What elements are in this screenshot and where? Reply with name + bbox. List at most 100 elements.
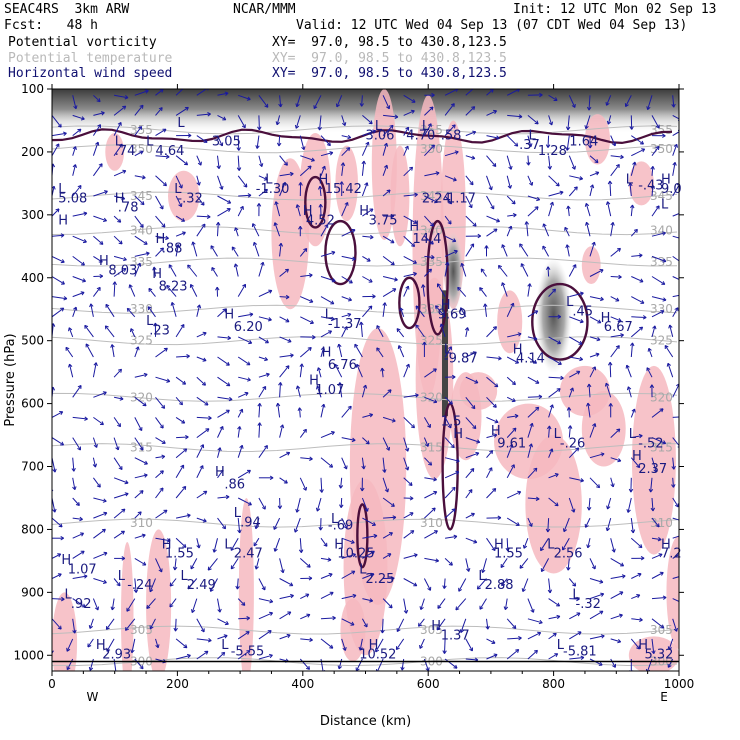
wind-vector xyxy=(672,235,679,239)
wind-vector-head xyxy=(472,222,477,227)
wind-vector xyxy=(113,105,127,116)
wind-vector-head xyxy=(454,150,459,155)
wind-vector xyxy=(168,264,177,277)
extremum-value: 4.70 xyxy=(406,128,435,143)
field-name-pv: Potential vorticity xyxy=(8,35,157,50)
wind-vector xyxy=(395,638,405,650)
wind-vector-head xyxy=(68,327,73,332)
wind-vector xyxy=(548,201,554,217)
wind-vector xyxy=(217,208,231,217)
pv-shaded-area xyxy=(335,145,358,222)
wind-vector-head xyxy=(538,619,543,625)
wind-vector-head xyxy=(481,569,486,573)
wind-vector xyxy=(176,436,189,439)
wind-vector xyxy=(403,598,407,614)
wind-vector-head xyxy=(185,434,189,440)
wind-vector-head xyxy=(196,544,201,549)
wind-vector xyxy=(341,229,356,237)
wind-vector-head xyxy=(269,475,274,481)
wind-vector-head xyxy=(578,340,583,345)
wind-vector xyxy=(134,457,148,465)
wind-vector-head xyxy=(436,626,441,631)
pv-shaded-area xyxy=(666,535,679,649)
wind-vector-head xyxy=(143,240,148,245)
wind-vector xyxy=(610,248,621,257)
wind-vector-head xyxy=(83,574,88,579)
wind-vector xyxy=(341,296,352,301)
extremum-value: 3.06 xyxy=(366,128,395,143)
wind-vector-head xyxy=(615,297,620,302)
wind-vector-head xyxy=(219,185,224,190)
wind-vector xyxy=(465,243,475,257)
wind-vector-head xyxy=(562,528,568,533)
wind-vector xyxy=(175,638,188,649)
wind-vector-head xyxy=(667,663,672,668)
isentrope-label: 330 xyxy=(130,302,153,316)
wind-vector-head xyxy=(557,340,562,345)
wind-vector xyxy=(361,457,365,470)
wind-vector-head xyxy=(383,142,389,147)
wind-vector xyxy=(111,344,115,358)
wind-vector-head xyxy=(646,106,651,110)
wind-vector-head xyxy=(640,555,645,561)
isentrope-label: 320 xyxy=(420,390,443,404)
field-xy-theta: XY= 97.0, 98.5 to 430.8,123.5 xyxy=(272,51,507,66)
wind-vector-head xyxy=(334,363,339,368)
wind-vector-head xyxy=(137,511,142,516)
wind-vector-head xyxy=(295,385,301,390)
wind-vector xyxy=(52,234,65,237)
wind-vector-head xyxy=(471,155,476,160)
wind-vector xyxy=(299,477,307,491)
wind-vector xyxy=(651,517,660,528)
wind-vector-head xyxy=(671,103,676,108)
wind-vector-head xyxy=(628,488,634,493)
wind-vector-head xyxy=(202,518,207,523)
wind-vector-head xyxy=(421,284,426,289)
valid-time: Valid: 12 UTC Wed 04 Sep 13 (07 CDT Wed … xyxy=(296,18,688,33)
wind-vector-head xyxy=(265,339,269,344)
wind-vector xyxy=(527,356,537,364)
wind-vector-head xyxy=(262,385,267,390)
wind-vector xyxy=(299,658,310,670)
wind-vector xyxy=(486,135,500,139)
wind-vector-head xyxy=(624,103,629,108)
wind-vector-head xyxy=(61,280,65,285)
wind-vector xyxy=(196,538,200,549)
wind-vector-head xyxy=(571,103,576,108)
wind-vector xyxy=(72,550,85,559)
wind-vector-head xyxy=(283,479,288,484)
wind-vector xyxy=(403,235,415,247)
wind-vector-head xyxy=(607,361,613,366)
wind-vector-head xyxy=(518,114,523,119)
wind-vector xyxy=(176,355,190,358)
wind-vector xyxy=(415,324,425,338)
wind-vector-head xyxy=(387,389,392,394)
wind-vector-head xyxy=(159,424,164,429)
wind-vector xyxy=(296,204,301,217)
wind-vector xyxy=(631,296,645,304)
extremum-marker: L xyxy=(566,295,574,310)
wind-vector xyxy=(498,265,508,277)
pv-contour xyxy=(52,128,673,145)
wind-vector xyxy=(667,363,674,378)
wind-vector-head xyxy=(269,599,274,604)
wind-vector-head xyxy=(564,226,569,231)
wind-vector-head xyxy=(427,586,432,591)
wind-vector-head xyxy=(179,401,183,406)
wind-vector-head xyxy=(237,426,242,430)
wind-vector-head xyxy=(448,561,453,566)
wind-vector-head xyxy=(219,425,224,430)
wind-vector xyxy=(585,517,591,528)
wind-vector xyxy=(567,205,570,217)
wind-vector xyxy=(155,417,164,429)
wind-vector xyxy=(207,558,218,571)
wind-vector-head xyxy=(491,547,496,552)
wind-vector xyxy=(93,552,108,559)
org-label: NCAR/MMM xyxy=(233,2,296,17)
wind-vector-head xyxy=(253,542,258,547)
wind-vector xyxy=(460,307,467,318)
wind-vector-head xyxy=(128,284,133,289)
extremum-marker: L xyxy=(547,537,555,552)
wind-vector-head xyxy=(347,134,352,140)
wind-vector xyxy=(382,553,392,559)
